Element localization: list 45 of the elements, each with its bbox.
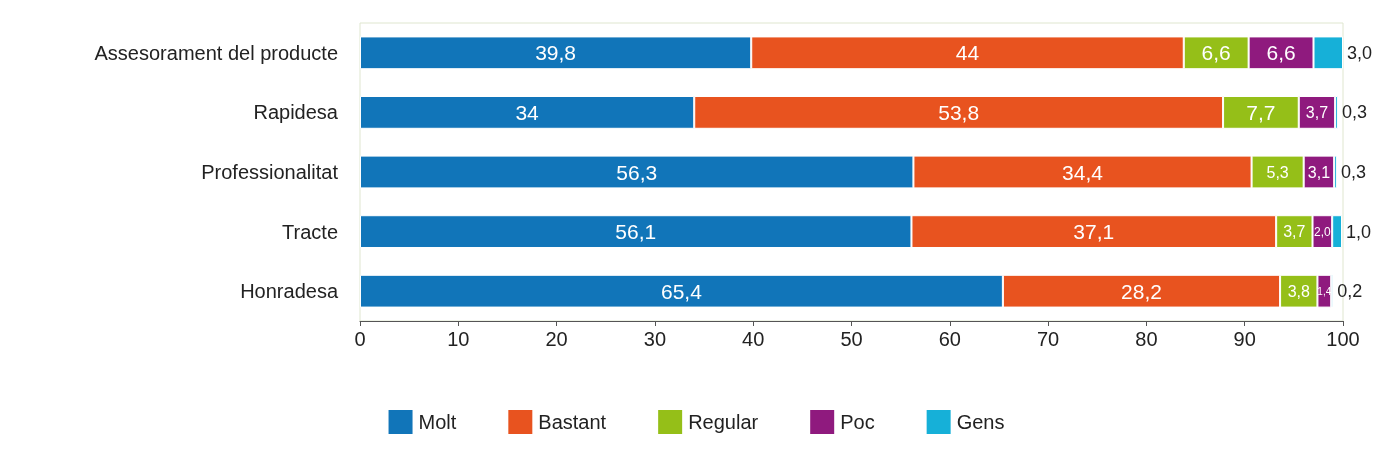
data-label: 44: [955, 41, 980, 65]
data-label: 5,3: [1266, 163, 1289, 181]
x-tick-label: 20: [545, 328, 568, 350]
legend-label: Molt: [418, 411, 457, 433]
x-tick-label: 50: [840, 328, 863, 350]
data-label: 7,7: [1246, 100, 1276, 124]
data-label: 3,8: [1287, 282, 1310, 300]
data-label: 1,0: [1346, 221, 1372, 242]
legend-label: Poc: [840, 411, 875, 433]
data-label: 65,4: [661, 279, 703, 303]
x-tick-label: 40: [742, 328, 765, 350]
legend-label: Bastant: [538, 411, 607, 433]
data-label: 34: [515, 100, 540, 124]
x-tick-label: 100: [1326, 328, 1360, 350]
data-label: 0,3: [1342, 102, 1368, 123]
x-tick-label: 70: [1036, 328, 1060, 350]
x-tick-label: 90: [1233, 328, 1256, 350]
data-label: 3,7: [1283, 223, 1306, 241]
data-label: 3,7: [1305, 103, 1329, 121]
data-label: 53,8: [938, 100, 980, 124]
y-tick-label: Professionalitat: [201, 161, 339, 183]
data-label: 0,3: [1341, 162, 1367, 182]
data-label: 6,6: [1266, 41, 1296, 65]
data-label: 34,4: [1062, 160, 1104, 184]
data-label: 0,2: [1337, 281, 1363, 302]
legend-label: Gens: [956, 411, 1005, 433]
data-label: 3,1: [1307, 163, 1331, 181]
y-tick-label: Assesorament del producte: [94, 41, 338, 64]
legend-label: Regular: [688, 411, 759, 433]
data-label: 28,2: [1121, 279, 1162, 303]
x-tick-label: 30: [643, 328, 667, 350]
x-tick-label: 0: [354, 328, 366, 350]
data-label: 56,1: [615, 220, 657, 244]
y-tick-label: Rapidesa: [253, 101, 339, 124]
data-label: 37,1: [1073, 220, 1115, 244]
data-label: 39,8: [535, 41, 577, 65]
y-tick-label: Honradesa: [240, 280, 339, 303]
y-tick-label: Tracte: [282, 220, 338, 243]
data-label: 2,0: [1314, 224, 1332, 239]
x-tick-label: 10: [447, 328, 470, 350]
data-label: 3,0: [1347, 42, 1373, 63]
data-label: 56,3: [616, 160, 658, 184]
data-label: 6,6: [1201, 41, 1231, 65]
x-tick-label: 60: [938, 328, 961, 350]
x-tick-label: 80: [1135, 328, 1158, 350]
